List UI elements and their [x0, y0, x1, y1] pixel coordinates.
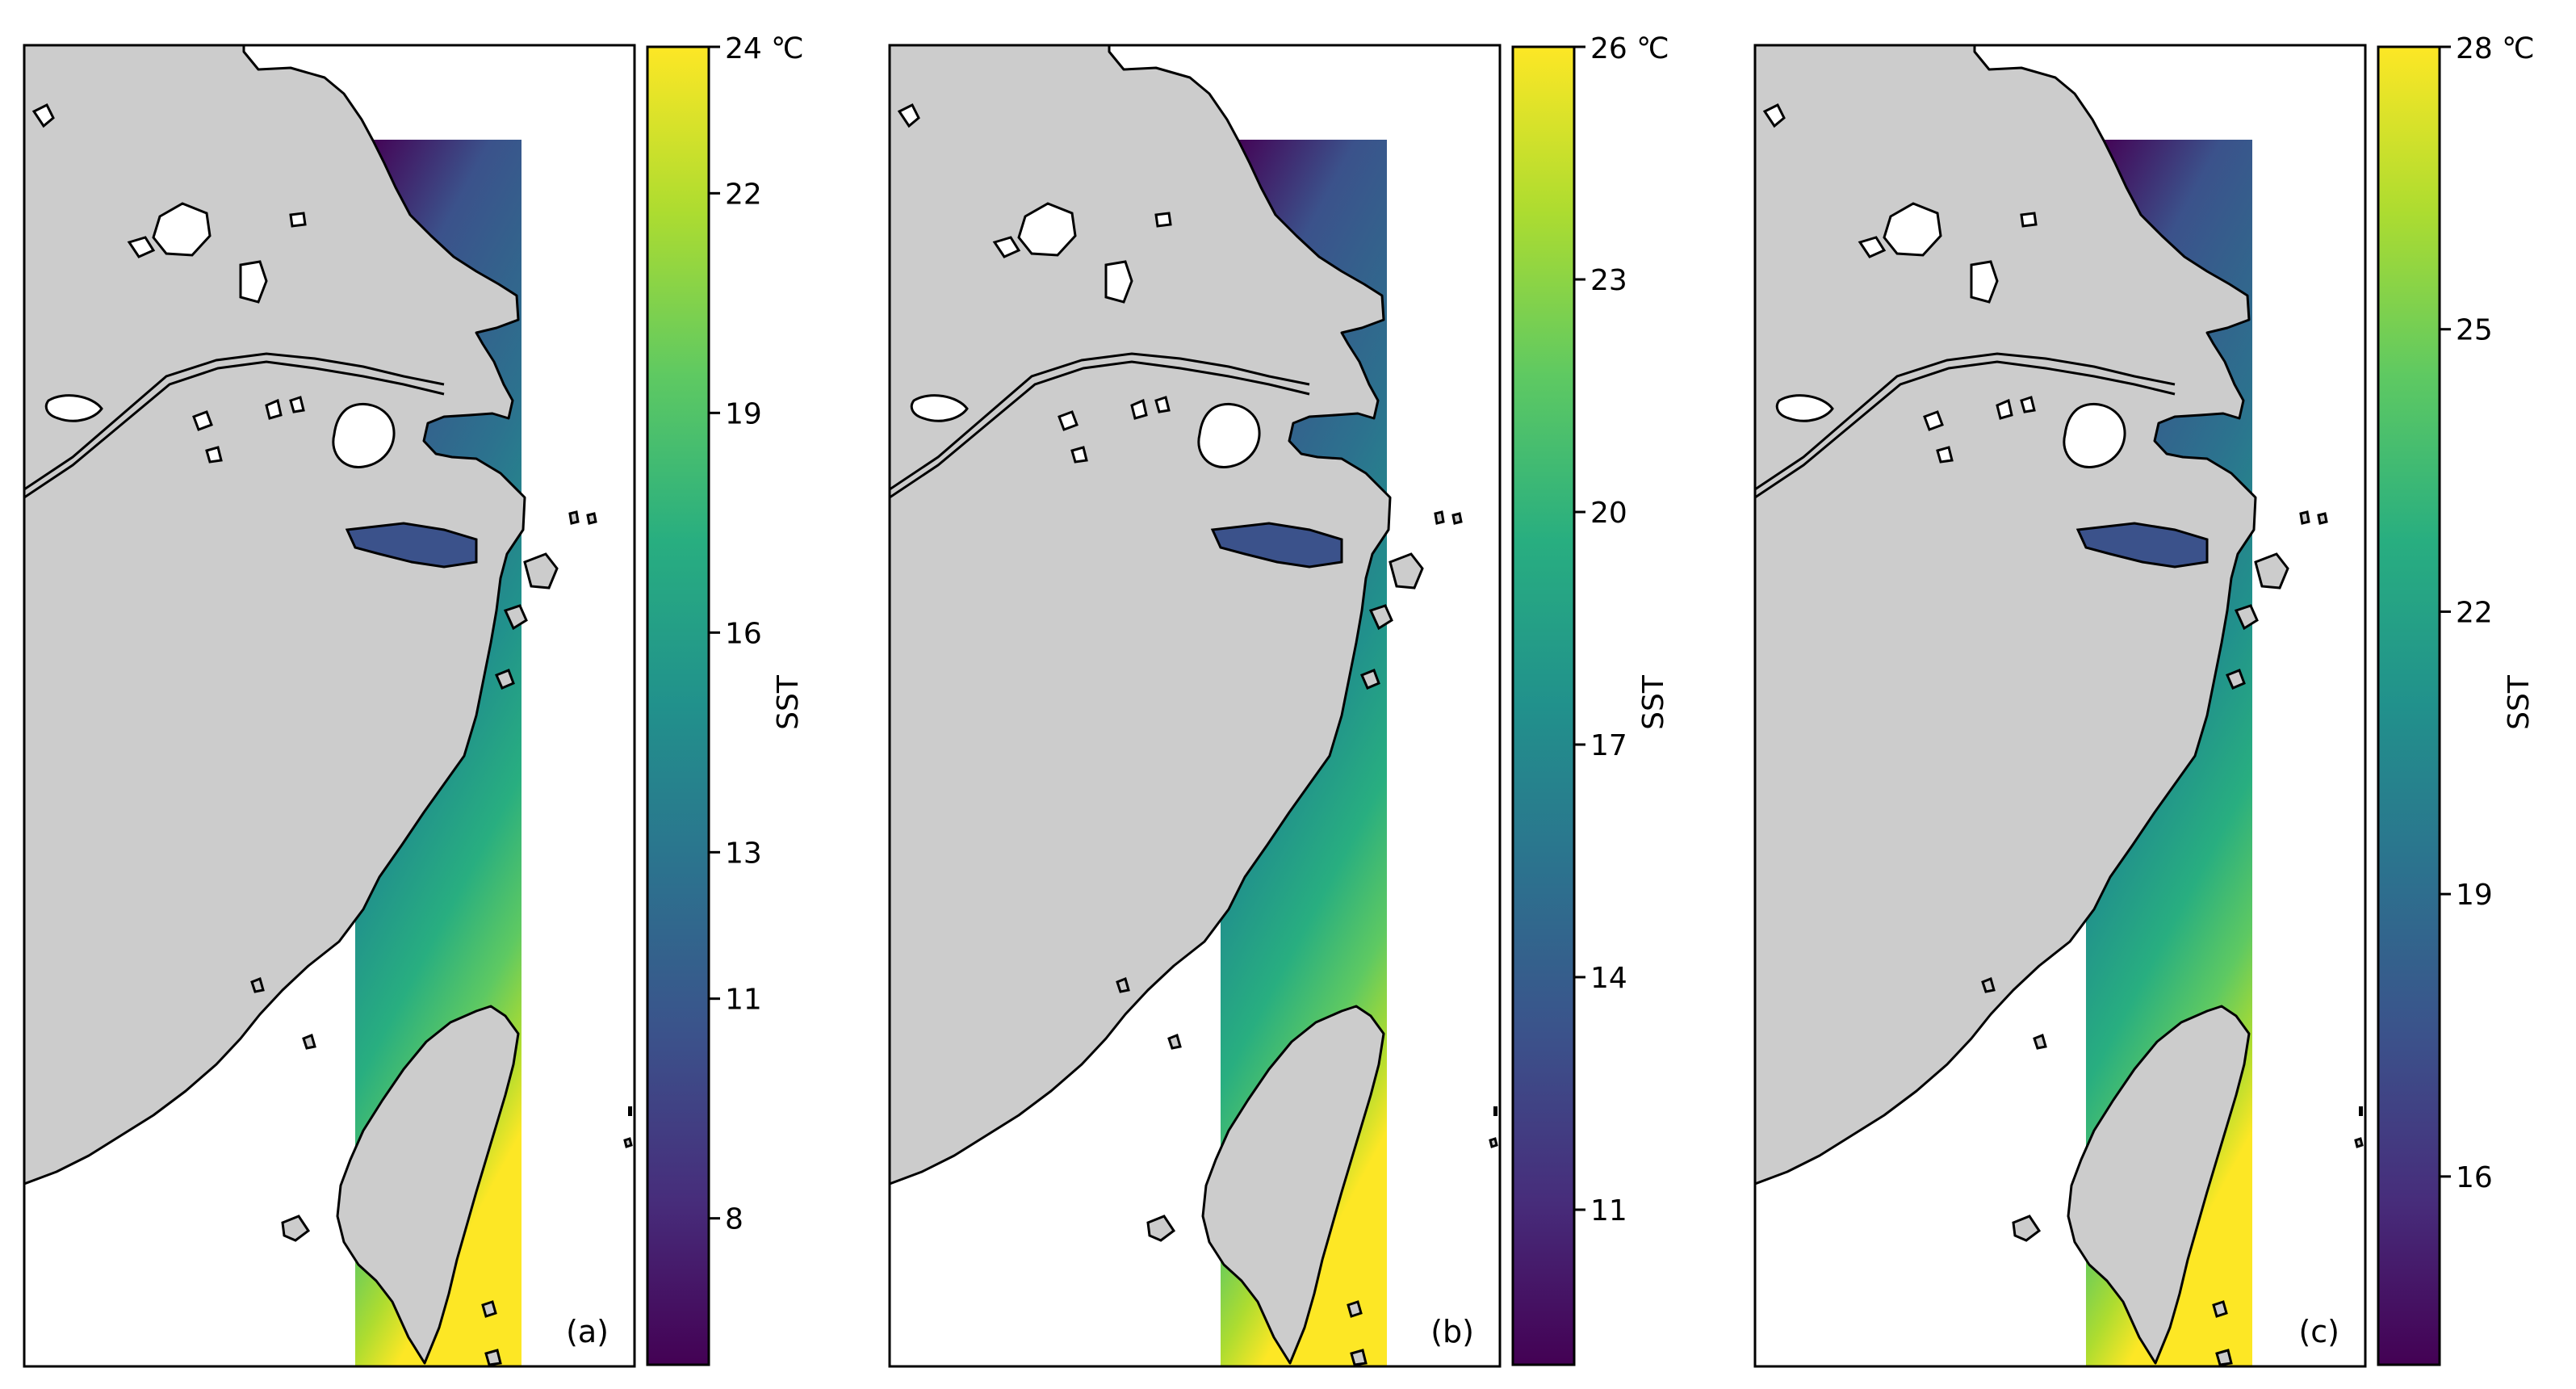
- colorbar: [2377, 45, 2441, 1366]
- colorbar-top-label: 28 ℃: [2456, 32, 2535, 65]
- panel: (b) 26 ℃ 23 20 17 14 11 SST: [888, 32, 1670, 1368]
- colorbar: [646, 45, 710, 1366]
- colorbar-top-label: 26 ℃: [1590, 32, 1669, 65]
- panel-label: (a): [566, 1314, 609, 1349]
- colorbar-tick-label: 11: [1590, 1194, 1627, 1227]
- tick-marker: [628, 1106, 632, 1116]
- map-frame: [1753, 44, 2367, 1368]
- map-frame: [888, 44, 1502, 1368]
- panel-label: (b): [1430, 1314, 1474, 1349]
- panel: (c) 28 ℃ 25 22 19 16 SST: [1753, 32, 2536, 1368]
- map-frame: [23, 44, 636, 1368]
- colorbar-tick-label: 14: [1590, 962, 1627, 995]
- colorbar-tick-label: 23: [1590, 264, 1627, 297]
- colorbar-tick-label: 19: [725, 397, 762, 430]
- map-area: [890, 45, 1500, 1366]
- colorbar-tick-label: 16: [725, 617, 762, 650]
- colorbar-tick-label: 20: [1590, 497, 1627, 530]
- colorbar-tick-label: 13: [725, 837, 762, 870]
- colorbar-tick-label: 22: [725, 178, 762, 211]
- map-area: [1755, 45, 2365, 1366]
- colorbar-tick-label: 22: [2456, 596, 2493, 629]
- colorbar-axis-label: SST: [772, 674, 805, 730]
- colorbar-tick-label: 11: [725, 984, 762, 1017]
- colorbar-tick-label: 25: [2456, 314, 2493, 347]
- panel-label: (c): [2298, 1314, 2339, 1349]
- colorbar-tick-label: 17: [1590, 729, 1627, 762]
- colorbar-axis-label: SST: [2503, 674, 2536, 730]
- colorbar-top-label: 24 ℃: [725, 32, 804, 65]
- tick-marker: [2359, 1106, 2363, 1116]
- colorbar-tick-label: 19: [2456, 879, 2493, 912]
- tick-marker: [1493, 1106, 1497, 1116]
- map-area: [24, 45, 635, 1366]
- colorbar-axis-label: SST: [1637, 674, 1670, 730]
- colorbar-tick-label: 8: [725, 1203, 743, 1236]
- panel: (a) 24 ℃ 22 19 16 13 11 8 SST: [23, 32, 805, 1368]
- colorbar-tick-label: 16: [2456, 1161, 2493, 1194]
- colorbar: [1511, 45, 1576, 1366]
